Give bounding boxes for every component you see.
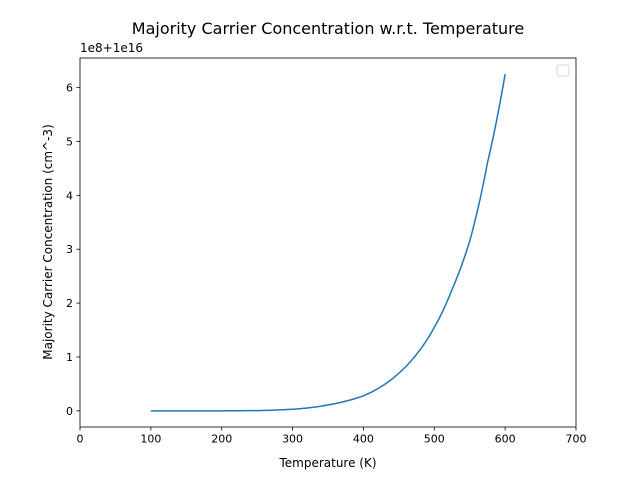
x-tick-label: 100 — [140, 433, 161, 446]
y-tick-label: 3 — [66, 243, 73, 256]
y-axis-ticks: 0 1 2 3 4 5 6 — [66, 82, 80, 418]
x-tick-label: 400 — [353, 433, 374, 446]
y-tick-label: 5 — [66, 135, 73, 148]
chart-title: Majority Carrier Concentration w.r.t. Te… — [132, 19, 524, 38]
y-tick-label: 6 — [66, 82, 73, 95]
y-tick-label: 4 — [66, 189, 73, 202]
x-tick-label: 600 — [495, 433, 516, 446]
y-tick-label: 1 — [66, 351, 73, 364]
y-axis-label: Majority Carrier Concentration (cm^-3) — [41, 124, 55, 360]
legend-box — [556, 64, 570, 77]
x-tick-label: 0 — [77, 433, 84, 446]
x-tick-label: 200 — [211, 433, 232, 446]
series-line — [150, 74, 506, 412]
x-tick-label: 700 — [566, 433, 587, 446]
x-axis-label: Temperature (K) — [278, 456, 376, 470]
y-tick-label: 2 — [66, 297, 73, 310]
x-tick-label: 300 — [282, 433, 303, 446]
x-tick-label: 500 — [424, 433, 445, 446]
series-group — [150, 74, 506, 412]
y-axis-offset-label: 1e8+1e16 — [80, 41, 143, 55]
plot-area — [79, 57, 577, 428]
y-tick-label: 0 — [66, 405, 73, 418]
x-axis-ticks: 0 100 200 300 400 500 600 700 — [77, 427, 587, 446]
